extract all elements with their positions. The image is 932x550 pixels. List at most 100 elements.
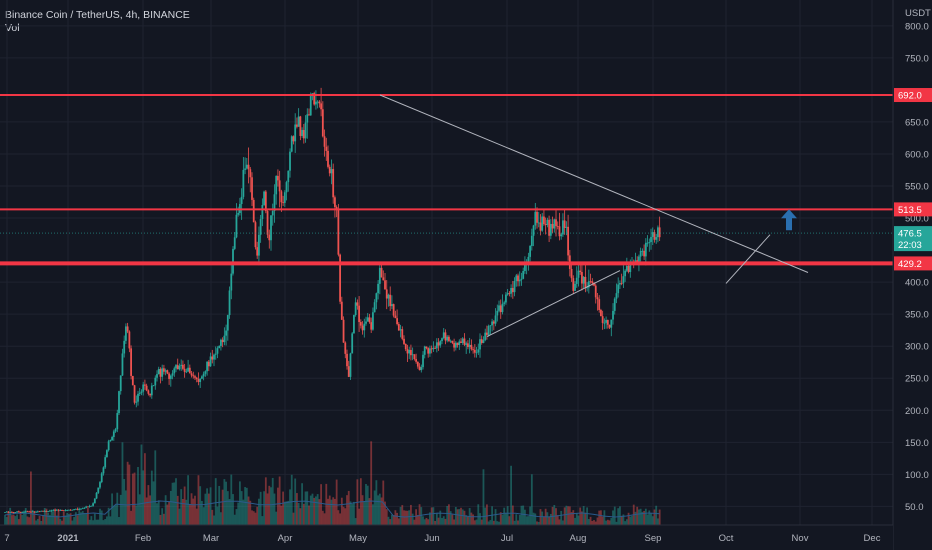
volume-bar: [448, 504, 450, 525]
candle-body: [225, 330, 227, 336]
volume-bar: [187, 475, 189, 525]
volume-bar: [498, 521, 500, 525]
volume-bar: [311, 493, 314, 525]
candle-body: [505, 294, 507, 303]
volume-bar: [30, 471, 32, 525]
volume-bar: [413, 519, 416, 525]
countdown-badge-label: 22:03: [898, 240, 922, 251]
volume-bar: [61, 520, 63, 525]
volume-bar: [7, 511, 10, 525]
volume-bar: [207, 493, 210, 525]
candle-body: [328, 166, 331, 174]
candle-body: [334, 197, 336, 207]
volume-bar: [427, 519, 430, 525]
candle-body: [68, 509, 70, 511]
volume-bar: [302, 503, 305, 525]
candle-body: [534, 211, 537, 226]
volume-bar: [199, 486, 202, 525]
candle-body: [259, 218, 262, 235]
candle-body: [330, 169, 333, 174]
candle-body: [579, 270, 582, 273]
candle-body: [292, 136, 295, 142]
volume-bar: [520, 505, 523, 525]
candle-body: [315, 101, 317, 105]
candle-body: [608, 324, 611, 328]
volume-bar: [4, 514, 6, 525]
candle-body: [619, 283, 621, 285]
volume-bar: [370, 441, 373, 525]
volume-bar: [587, 519, 590, 525]
volume-bar: [316, 494, 319, 525]
price-axis-unit: USDT: [905, 8, 931, 19]
candle-body: [460, 341, 462, 343]
candle-body: [199, 378, 202, 382]
candle-body: [107, 441, 110, 451]
candle-body: [283, 192, 286, 203]
volume-bar: [650, 513, 652, 525]
volume-bar: [657, 518, 659, 525]
candle-body: [403, 338, 405, 344]
candle-body: [615, 293, 618, 299]
candle-body: [627, 265, 630, 272]
price-axis[interactable]: USDT 50.0 100.0 150.0 200.0 250.0 300.0 350.0 40…: [892, 0, 932, 550]
candle-body: [366, 317, 369, 322]
horizontal-levels[interactable]: 692.0 513.5 429.2 476.522:03: [0, 88, 930, 271]
candle-body: [511, 288, 514, 293]
candle-body: [50, 510, 53, 512]
candle-body: [93, 498, 96, 504]
candle-body: [270, 215, 272, 241]
candle-body: [7, 511, 10, 513]
candle-body: [325, 146, 328, 151]
volume-bar: [373, 490, 376, 525]
candle-body: [62, 510, 65, 512]
candle-body: [650, 236, 652, 243]
candle-body: [567, 226, 570, 256]
volume-bar: [503, 507, 506, 525]
candle-body: [126, 326, 129, 332]
candle-body: [513, 280, 516, 293]
price-tick-label: 500.0: [905, 214, 929, 225]
volume-bar: [202, 507, 205, 525]
candle-body: [85, 506, 88, 508]
time-axis[interactable]: 7 2021 Feb Mar Apr May Jun Jul Aug Sep Oct Nov Dec: [0, 524, 893, 550]
candle-body: [591, 281, 594, 284]
price-tick-label: 350.0: [905, 310, 929, 321]
trendlines[interactable]: [379, 94, 809, 338]
candle-body: [422, 354, 424, 368]
volume-bar: [622, 514, 625, 525]
volume-bar: [152, 481, 155, 525]
candle-body: [301, 130, 303, 136]
candle-body: [570, 268, 573, 279]
volume-bar: [299, 508, 302, 525]
volume-bar: [596, 517, 599, 525]
level-429.2[interactable]: 429.2: [0, 256, 930, 271]
volume-bar: [568, 506, 571, 525]
arrow-up-icon[interactable]: [781, 209, 797, 231]
level-692.0[interactable]: 692.0: [0, 88, 930, 103]
candle-body: [233, 237, 236, 249]
candle-body: [294, 124, 297, 142]
candle-body: [657, 227, 659, 238]
candle-body: [558, 226, 561, 237]
volume-bar: [216, 506, 219, 525]
candle-body: [446, 336, 449, 341]
time-tick-label: Dec: [864, 533, 881, 544]
volume-label: Vol: [5, 22, 20, 34]
volume-bar: [648, 510, 651, 525]
candle-body: [114, 429, 117, 432]
candle-body: [658, 227, 661, 238]
candle-body: [54, 509, 56, 511]
candle-body: [31, 511, 34, 513]
candle-body: [296, 124, 298, 127]
volume-bar: [525, 516, 528, 525]
candle-body: [644, 242, 647, 257]
volume-bar: [553, 504, 556, 525]
candle-body: [23, 511, 25, 513]
volume-bar: [327, 498, 329, 525]
volume-bar: [244, 487, 246, 525]
volume-bars: [4, 441, 661, 525]
candle-body: [601, 316, 604, 323]
candle-body: [183, 368, 186, 372]
candle-body: [201, 376, 203, 379]
